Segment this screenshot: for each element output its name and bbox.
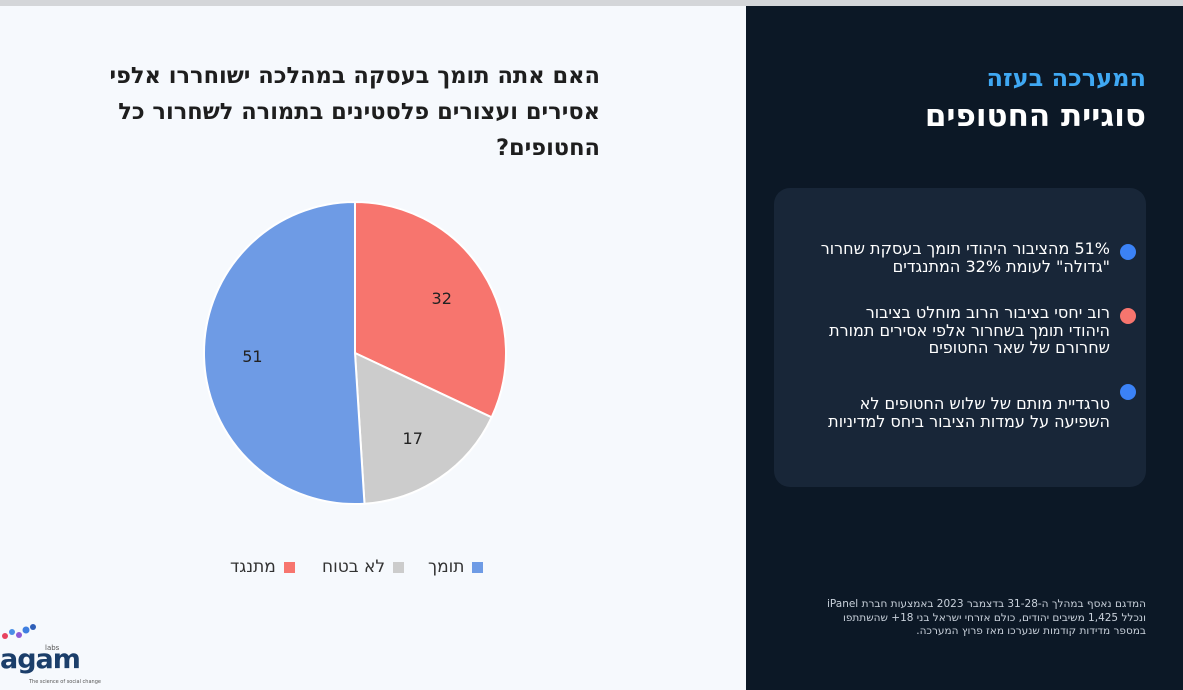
logo-labs: labs	[45, 644, 60, 652]
pie-data-label: 51	[242, 347, 262, 366]
finding-text: רוב יחסי בציבור הרוב מוחלט בציבור היהודי…	[829, 303, 1110, 357]
logo-tagline: The science of social change	[29, 679, 101, 685]
legend-label: תומך	[428, 557, 465, 577]
top-strip	[0, 0, 1183, 6]
finding-item: 51% מהציבור היהודי תומך בעסקת שחרור "גדו…	[820, 240, 1136, 275]
legend-item: תומך	[428, 554, 484, 580]
section-subtitle: המערכה בעזה	[986, 64, 1146, 92]
chart-title: האם אתה תומך בעסקה במהלכה ישוחררו אלפי א…	[109, 63, 601, 161]
finding-item: טרגדיית מותם של שלוש החטופים לא השפיעה ע…	[820, 380, 1136, 430]
legend-swatch	[472, 561, 484, 573]
finding-item: רוב יחסי בציבור הרוב מוחלט בציבור היהודי…	[820, 304, 1136, 357]
legend-swatch	[283, 561, 295, 573]
bullet-dot-icon	[1120, 384, 1136, 400]
logo-mark-icon	[2, 624, 36, 639]
legend-label: לא בטוח	[322, 557, 386, 577]
pie-data-label: 17	[403, 429, 423, 448]
legend-item: לא בטוח	[322, 554, 405, 580]
pie-slice-0	[354, 200, 507, 419]
logo-wordmark: agam	[0, 644, 81, 675]
survey-footnote: המדגם נאסף במהלך ה-31-28 בדצמבר 2023 באמ…	[826, 598, 1146, 637]
finding-text: טרגדיית מותם של שלוש החטופים לא השפיעה ע…	[828, 394, 1110, 431]
finding-text: 51% מהציבור היהודי תומך בעסקת שחרור "גדו…	[820, 239, 1110, 276]
bullet-dot-icon	[1120, 308, 1136, 324]
bullet-dot-icon	[1120, 244, 1136, 260]
legend-swatch	[393, 561, 405, 573]
findings-card: 51% מהציבור היהודי תומך בעסקת שחרור "גדו…	[774, 188, 1146, 487]
pie-chart: 32 17 51	[203, 200, 507, 505]
agam-logo: agam labs The science of social change	[0, 622, 101, 685]
pie-slice-1	[353, 351, 493, 505]
legend-item: מתנגד	[230, 554, 295, 580]
legend-label: מתנגד	[230, 557, 276, 577]
pie-data-label: 32	[432, 289, 452, 308]
pie-slice-2	[203, 200, 366, 505]
chart-legend: תומך לא בטוח מתנגד	[225, 554, 505, 580]
page-title: סוגיית החטופים	[924, 98, 1146, 134]
